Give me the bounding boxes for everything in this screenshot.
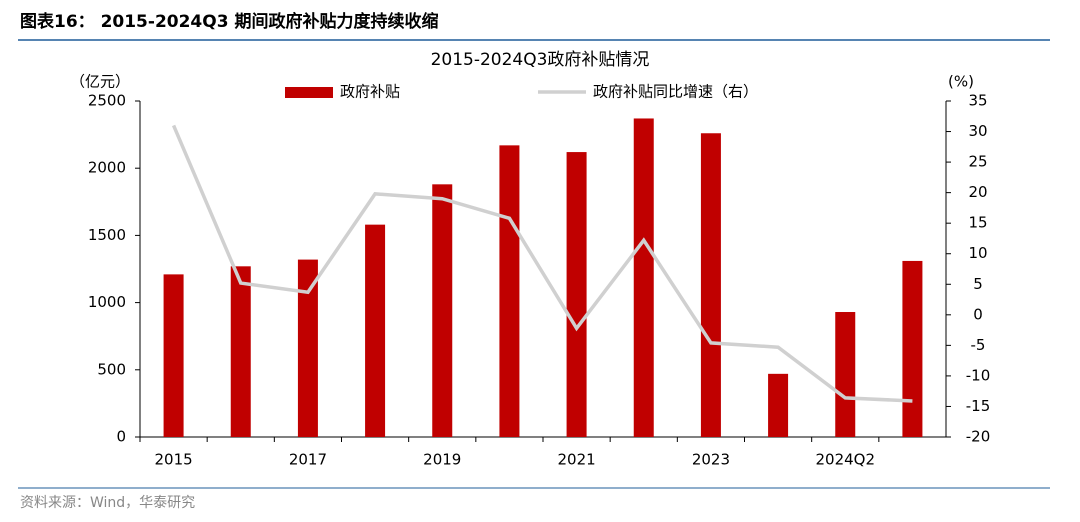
bar [163,274,184,437]
x-tick-label: 2015 [154,451,192,469]
y2-axis-unit: (%) [948,73,974,91]
x-tick-label: 2021 [557,451,595,469]
y2-tick-label: 35 [968,92,987,110]
y-axis-unit: （亿元） [70,73,130,91]
line [171,124,913,403]
y2-tick-label: 10 [968,244,987,262]
y-tick-label: 0 [116,428,126,446]
y-tick-label: 500 [97,360,126,378]
bar [566,152,587,437]
y2-tick-label: 0 [973,305,983,323]
y-tick-label: 2000 [88,159,126,177]
x-tick-label: 2019 [423,451,461,469]
y-tick-label: 1000 [88,293,126,311]
bar [365,224,386,437]
y2-tick-label: 25 [968,153,987,171]
source-note: 资料来源：Wind，华泰研究 [20,495,195,511]
bar [700,133,721,438]
x-tick-label: 2023 [692,451,730,469]
bar [297,259,318,437]
bar [230,266,251,437]
bar [633,118,654,438]
chart-title: 2015-2024Q3政府补贴情况 [431,50,650,70]
y2-tick-label: -5 [971,336,986,354]
bar [768,373,789,437]
y2-tick-label: -20 [966,428,991,446]
legend-label: 政府补贴同比增速（右） [593,83,758,101]
legend-label: 政府补贴 [340,83,400,101]
y2-tick-label: 15 [968,214,987,232]
bar [432,184,453,437]
y2-tick-label: -10 [966,366,991,384]
x-tick-label: 2024Q2 [815,451,875,469]
y2-tick-label: 20 [968,183,987,201]
header-title: 图表16： 2015-2024Q3 期间政府补贴力度持续收缩 [20,11,438,32]
y2-tick-label: 30 [968,122,987,140]
y2-tick-label: -15 [966,397,991,415]
bar [835,312,856,437]
x-tick-label: 2017 [289,451,327,469]
y2-tick-label: 5 [973,275,983,293]
y-tick-label: 2500 [88,92,126,110]
bar [499,145,520,438]
legend-swatch [285,87,333,98]
y-tick-label: 1500 [88,226,126,244]
bar [902,260,923,437]
